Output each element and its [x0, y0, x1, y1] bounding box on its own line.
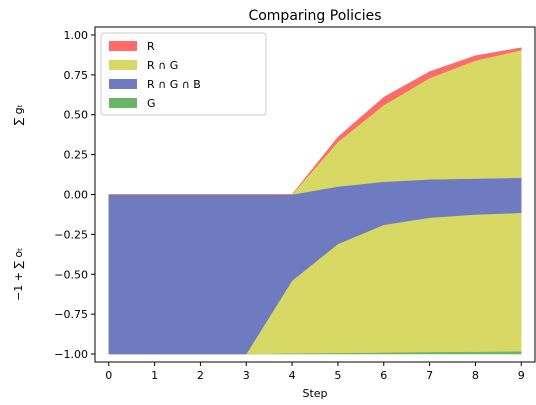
x-axis-ticks: 0 1 2 3 4 5 6 7 8 9	[105, 362, 525, 382]
y-tick-label: −0.50	[54, 268, 88, 281]
y-tick-label: 1.00	[64, 29, 89, 42]
y-tick-label: −1.00	[54, 348, 88, 361]
area-top-R	[108, 47, 522, 195]
x-tick-label: 7	[426, 369, 433, 382]
legend: R R ∩ G R ∩ G ∩ B G	[100, 32, 267, 116]
legend-swatch	[109, 41, 137, 51]
y-tick-label: −0.75	[54, 308, 88, 321]
chart-areas	[108, 47, 522, 355]
legend-box	[100, 32, 267, 116]
x-tick-label: 0	[105, 369, 112, 382]
legend-label: R	[147, 40, 155, 53]
legend-swatch	[109, 98, 137, 108]
x-tick-label: 3	[243, 369, 250, 382]
legend-swatch	[109, 79, 137, 89]
y-axis-ticks: 1.00 0.75 0.50 0.25 0.00 −0.25 −0.50 −0.75 −1.00	[54, 29, 95, 361]
x-tick-label: 4	[289, 369, 296, 382]
x-tick-label: 5	[334, 369, 341, 382]
x-tick-label: 9	[518, 369, 525, 382]
chart-title: Comparing Policies	[248, 8, 381, 24]
y-tick-label: 0.50	[64, 109, 89, 122]
x-tick-label: 6	[380, 369, 387, 382]
x-tick-label: 2	[197, 369, 204, 382]
x-tick-label: 1	[151, 369, 158, 382]
y-tick-label: 0.00	[64, 189, 89, 202]
legend-swatch	[109, 60, 137, 70]
legend-label: R ∩ G ∩ B	[147, 78, 201, 91]
y-tick-label: 0.75	[64, 69, 89, 82]
y-tick-label: −0.25	[54, 228, 88, 241]
y-axis-label-top: ∑ gₜ	[12, 104, 25, 125]
legend-label: R ∩ G	[147, 59, 178, 72]
y-axis-label-bottom: −1 + ∑ oₜ	[12, 248, 25, 301]
y-tick-label: 0.25	[64, 149, 89, 162]
x-tick-label: 8	[472, 369, 479, 382]
x-axis-label: Step	[302, 387, 327, 400]
legend-label: G	[147, 97, 156, 110]
